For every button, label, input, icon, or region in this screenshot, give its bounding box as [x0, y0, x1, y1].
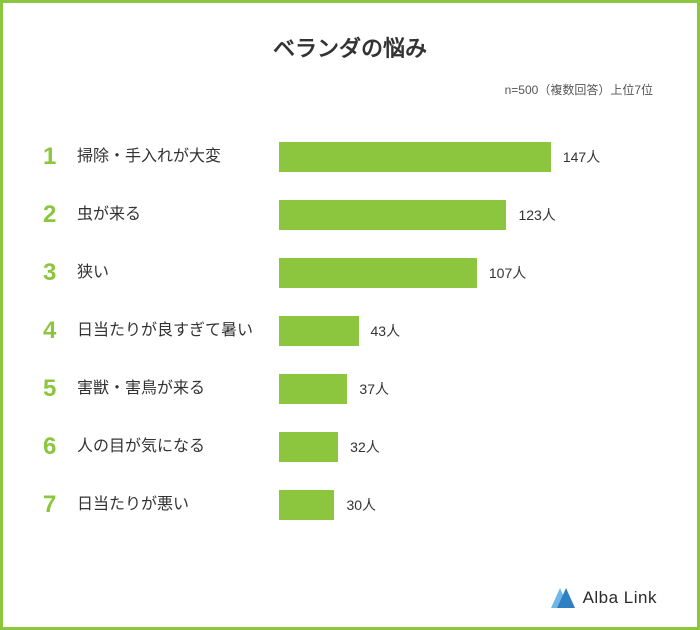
- chart-row: 4日当たりが良すぎて暑い 43人: [43, 302, 657, 360]
- bar: [279, 258, 477, 288]
- bar: [279, 200, 506, 230]
- rank-number: 7: [43, 493, 77, 517]
- row-label: 人の目が気になる: [77, 437, 279, 457]
- chart-frame: ベランダの悩み n=500（複数回答）上位7位 1掃除・手入れが大変 147人 2虫…: [0, 0, 700, 630]
- rank-number: 2: [43, 203, 77, 227]
- bar: [279, 432, 338, 462]
- bar-area: 37人: [279, 374, 657, 404]
- row-label: 日当たりが良すぎて暑い: [77, 321, 279, 341]
- chart-row: 6人の目が気になる 32人: [43, 418, 657, 476]
- chart-row: 1掃除・手入れが大変 147人: [43, 128, 657, 186]
- chart-title: ベランダの悩み: [43, 31, 657, 63]
- bar-area: 30人: [279, 490, 657, 520]
- bar-value: 107人: [489, 263, 526, 283]
- rank-number: 3: [43, 261, 77, 285]
- chart-row: 5害獣・害鳥が来る 37人: [43, 360, 657, 418]
- bar-area: 43人: [279, 316, 657, 346]
- bar-area: 107人: [279, 258, 657, 288]
- bar: [279, 316, 359, 346]
- bar-value: 123人: [518, 205, 555, 225]
- bar-value: 147人: [563, 147, 600, 167]
- bar: [279, 142, 551, 172]
- bar-value: 37人: [359, 379, 389, 399]
- rank-number: 6: [43, 435, 77, 459]
- row-label: 害獣・害鳥が来る: [77, 379, 279, 399]
- rank-number: 4: [43, 319, 77, 343]
- bar: [279, 374, 347, 404]
- bar-value: 30人: [346, 495, 376, 515]
- row-label: 狭い: [77, 263, 279, 283]
- brand-text: Alba Link: [583, 588, 657, 608]
- row-label: 虫が来る: [77, 205, 279, 225]
- chart-row: 2虫が来る 123人: [43, 186, 657, 244]
- brand-logo-icon: [551, 587, 575, 609]
- row-label: 日当たりが悪い: [77, 495, 279, 515]
- chart-row: 7日当たりが悪い 30人: [43, 476, 657, 534]
- row-label: 掃除・手入れが大変: [77, 147, 279, 167]
- bar-value: 43人: [371, 321, 401, 341]
- bar-area: 123人: [279, 200, 657, 230]
- rank-number: 5: [43, 377, 77, 401]
- bar-value: 32人: [350, 437, 380, 457]
- chart-rows: 1掃除・手入れが大変 147人 2虫が来る 123人 3狭い 107人 4日当たりが良すぎて…: [43, 128, 657, 534]
- brand: Alba Link: [551, 587, 657, 609]
- chart-row: 3狭い 107人: [43, 244, 657, 302]
- chart-note: n=500（複数回答）上位7位: [43, 81, 657, 98]
- bar-area: 32人: [279, 432, 657, 462]
- bar-area: 147人: [279, 142, 657, 172]
- bar: [279, 490, 334, 520]
- rank-number: 1: [43, 145, 77, 169]
